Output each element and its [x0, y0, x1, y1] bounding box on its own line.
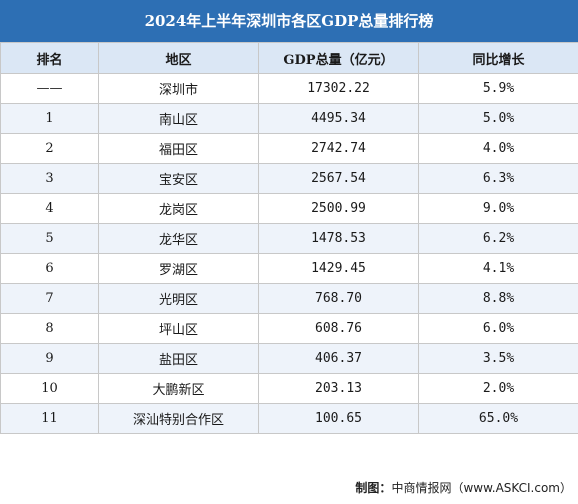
growth-cell: 5.0%	[418, 103, 578, 134]
region-cell: 福田区	[98, 133, 259, 164]
rank-cell: 1	[0, 103, 99, 134]
table-row: 2 福田区 2742.74 4.0%	[0, 133, 578, 164]
growth-cell: 2.0%	[418, 373, 578, 404]
credit-source: 中商情报网（www.ASKCI.com）	[391, 481, 572, 495]
gdp-cell: 17302.22	[258, 73, 419, 104]
region-cell: 坪山区	[98, 313, 259, 344]
gdp-cell: 2742.74	[258, 133, 419, 164]
header-gdp: GDP总量（亿元）	[258, 42, 419, 74]
growth-cell: 65.0%	[418, 403, 578, 434]
table-row: 4 龙岗区 2500.99 9.0%	[0, 193, 578, 224]
gdp-ranking-table: 排名 地区 GDP总量（亿元） 同比增长 —— 深圳市 17302.22 5.9…	[0, 42, 578, 434]
footer: 制图：中商情报网（www.ASKCI.com）	[0, 472, 578, 504]
credit-label: 制图：	[355, 481, 392, 495]
region-cell: 盐田区	[98, 343, 259, 374]
growth-cell: 3.5%	[418, 343, 578, 374]
growth-cell: 4.1%	[418, 253, 578, 284]
region-cell: 深汕特别合作区	[98, 403, 259, 434]
region-cell: 南山区	[98, 103, 259, 134]
header-rank: 排名	[0, 42, 99, 74]
gdp-cell: 608.76	[258, 313, 419, 344]
gdp-cell: 768.70	[258, 283, 419, 314]
header-region: 地区	[98, 42, 259, 74]
growth-cell: 5.9%	[418, 73, 578, 104]
gdp-cell: 100.65	[258, 403, 419, 434]
table-row: 6 罗湖区 1429.45 4.1%	[0, 253, 578, 284]
table-row: 1 南山区 4495.34 5.0%	[0, 103, 578, 134]
gdp-cell: 4495.34	[258, 103, 419, 134]
region-cell: 龙华区	[98, 223, 259, 254]
table-row: 9 盐田区 406.37 3.5%	[0, 343, 578, 374]
rank-cell: 10	[0, 373, 99, 404]
growth-cell: 6.0%	[418, 313, 578, 344]
growth-cell: 6.3%	[418, 163, 578, 194]
growth-cell: 8.8%	[418, 283, 578, 314]
header-row: 排名 地区 GDP总量（亿元） 同比增长	[0, 42, 578, 74]
table-row: 8 坪山区 608.76 6.0%	[0, 313, 578, 344]
rank-cell: 2	[0, 133, 99, 164]
header-growth: 同比增长	[418, 42, 578, 74]
gdp-cell: 2500.99	[258, 193, 419, 224]
gdp-cell: 2567.54	[258, 163, 419, 194]
table-row: 10 大鹏新区 203.13 2.0%	[0, 373, 578, 404]
region-cell: 宝安区	[98, 163, 259, 194]
rank-cell: 4	[0, 193, 99, 224]
rank-cell: ——	[0, 73, 99, 104]
gdp-cell: 1478.53	[258, 223, 419, 254]
rank-cell: 7	[0, 283, 99, 314]
gdp-cell: 203.13	[258, 373, 419, 404]
rank-cell: 3	[0, 163, 99, 194]
table-title: 2024年上半年深圳市各区GDP总量排行榜	[0, 0, 578, 42]
region-cell: 光明区	[98, 283, 259, 314]
table-row: 5 龙华区 1478.53 6.2%	[0, 223, 578, 254]
rank-cell: 8	[0, 313, 99, 344]
table-row: 7 光明区 768.70 8.8%	[0, 283, 578, 314]
rank-cell: 6	[0, 253, 99, 284]
rank-cell: 11	[0, 403, 99, 434]
gdp-cell: 406.37	[258, 343, 419, 374]
growth-cell: 9.0%	[418, 193, 578, 224]
rank-cell: 5	[0, 223, 99, 254]
rank-cell: 9	[0, 343, 99, 374]
growth-cell: 4.0%	[418, 133, 578, 164]
region-cell: 龙岗区	[98, 193, 259, 224]
region-cell: 罗湖区	[98, 253, 259, 284]
gdp-cell: 1429.45	[258, 253, 419, 284]
region-cell: 大鹏新区	[98, 373, 259, 404]
source-credit: 制图：中商情报网（www.ASKCI.com）	[355, 479, 572, 496]
table-row: 11 深汕特别合作区 100.65 65.0%	[0, 403, 578, 434]
table-row: —— 深圳市 17302.22 5.9%	[0, 73, 578, 104]
table-row: 3 宝安区 2567.54 6.3%	[0, 163, 578, 194]
region-cell: 深圳市	[98, 73, 259, 104]
growth-cell: 6.2%	[418, 223, 578, 254]
